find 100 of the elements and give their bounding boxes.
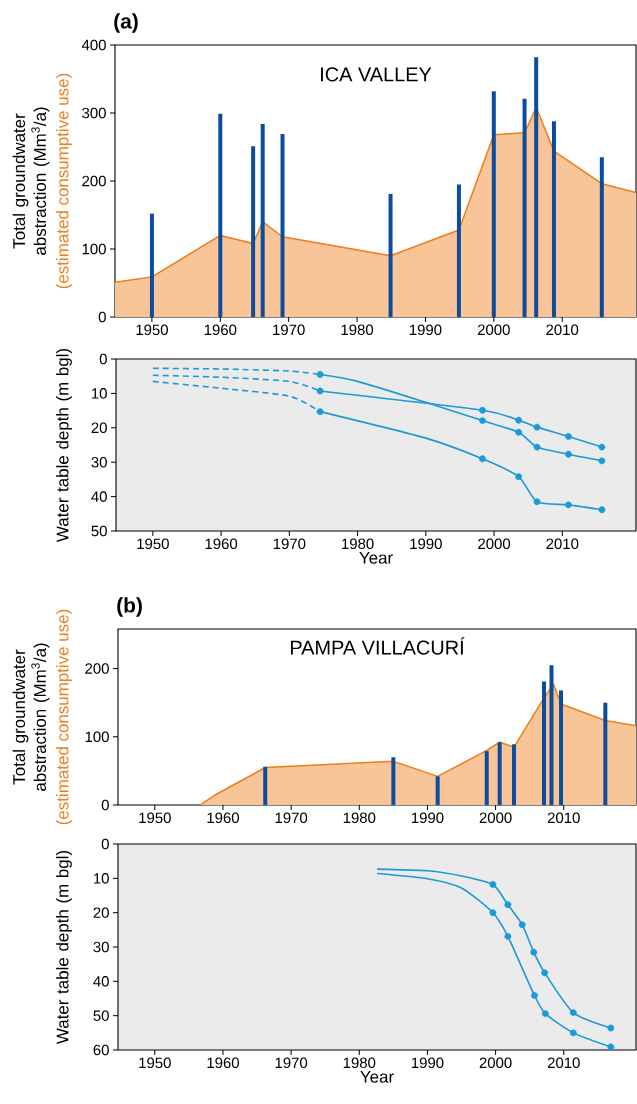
x-tick-label: 1980 — [343, 1057, 376, 1069]
y-tick-label: 60 — [93, 1044, 109, 1056]
text: (estimated consumptive use) — [56, 73, 72, 289]
bar — [534, 57, 539, 317]
text: ICA VALLEY — [321, 67, 432, 82]
point — [533, 443, 541, 451]
y-tick-label: 400 — [81, 39, 106, 51]
y-axis-title: Water table depth (m bgl) — [56, 348, 72, 543]
text: (a) — [114, 13, 138, 33]
x-tick-label: 1950 — [139, 812, 171, 824]
y-tick-label: 0 — [101, 838, 109, 850]
point — [607, 1043, 615, 1051]
x-tick-label: 1970 — [275, 812, 308, 824]
point — [489, 881, 497, 888]
bar — [391, 757, 396, 806]
x-tick-label: 1990 — [411, 1057, 444, 1069]
x-tick-label: 1990 — [410, 538, 442, 550]
bar — [218, 113, 223, 317]
bar — [541, 681, 546, 806]
point — [515, 473, 523, 481]
point — [565, 433, 572, 440]
bar — [559, 690, 564, 806]
point — [316, 371, 324, 378]
bar — [491, 91, 496, 317]
x-tick-label: 1990 — [409, 324, 442, 336]
point — [504, 932, 512, 940]
x-tick-label: 1950 — [139, 1057, 171, 1069]
point — [489, 909, 497, 917]
x-axis-title: Year — [359, 551, 393, 564]
point — [569, 1009, 577, 1016]
point — [541, 969, 549, 977]
y-tick-label: 10 — [92, 388, 107, 399]
bar — [549, 665, 554, 806]
x-tick-label: 1990 — [411, 812, 444, 824]
x-tick-label: 1960 — [207, 1057, 239, 1069]
y-tick-label: 50 — [91, 525, 107, 537]
point — [607, 1024, 615, 1032]
y-axis-title: Water table depth (m bgl) — [56, 850, 72, 1045]
x-tick-label: 1980 — [342, 538, 374, 550]
point — [515, 416, 523, 424]
bar — [512, 744, 516, 806]
x-tick-label: 1950 — [137, 538, 169, 550]
bar — [484, 751, 489, 806]
x-tick-label: 1980 — [341, 324, 374, 336]
point — [316, 408, 324, 416]
bar — [260, 123, 265, 317]
bar — [603, 702, 608, 806]
y-tick-label: 0 — [101, 799, 109, 811]
y-tick-label: 10 — [94, 873, 109, 884]
y-tick-label: 100 — [82, 243, 106, 255]
bar — [456, 184, 461, 317]
point — [541, 1010, 549, 1018]
point — [531, 992, 538, 999]
x-tick-label: 2000 — [479, 812, 512, 824]
point — [598, 506, 606, 514]
x-tick-label: 2010 — [547, 1057, 580, 1069]
y-tick-label: 30 — [91, 456, 107, 468]
bar — [388, 193, 393, 317]
x-tick-label: 1960 — [205, 538, 238, 550]
x-tick-label: 1970 — [273, 324, 305, 336]
bar — [497, 742, 502, 806]
bar — [251, 146, 256, 317]
point — [316, 387, 324, 395]
x-tick-label: 2010 — [546, 538, 579, 550]
x-tick-label: 2010 — [547, 812, 580, 824]
y-tick-label: 200 — [82, 175, 106, 187]
point — [569, 1029, 577, 1037]
y-tick-label: 30 — [93, 941, 109, 953]
bar — [599, 157, 604, 317]
point — [530, 948, 538, 956]
point — [565, 501, 572, 509]
text: (estimated consumptive use) — [56, 609, 72, 825]
y-tick-label: 50 — [93, 1010, 109, 1021]
y-tick-label: 20 — [91, 422, 107, 434]
y-tick-label: 20 — [93, 907, 109, 918]
point — [504, 901, 512, 909]
bar — [280, 134, 285, 317]
point — [479, 455, 486, 463]
bar — [263, 766, 268, 806]
point — [479, 406, 486, 414]
x-axis-title: Year — [360, 1070, 394, 1083]
x-tick-label: 2000 — [477, 324, 510, 336]
bar — [522, 98, 527, 317]
text: (b) — [117, 597, 142, 617]
x-tick-label: 1970 — [275, 1057, 308, 1069]
x-tick-label: 2000 — [478, 538, 511, 550]
x-tick-label: 1960 — [207, 812, 239, 824]
bar — [149, 213, 154, 317]
x-tick-label: 1950 — [136, 324, 168, 336]
y-tick-label: 100 — [85, 731, 109, 743]
bar — [551, 121, 556, 317]
y-tick-label: 300 — [82, 107, 106, 119]
chart-title: PAMPA VILLACURÍ — [290, 637, 465, 655]
point — [533, 423, 541, 431]
point — [598, 443, 606, 451]
x-tick-label: 2010 — [546, 324, 579, 336]
y-tick-label: 200 — [85, 663, 109, 674]
x-tick-label: 1960 — [204, 324, 237, 336]
y-tick-label: 40 — [93, 976, 109, 987]
point — [565, 450, 572, 458]
